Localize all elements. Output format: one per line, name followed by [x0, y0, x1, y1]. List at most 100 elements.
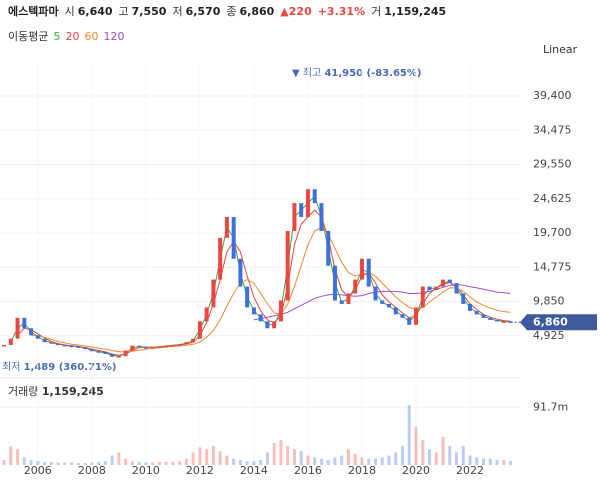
candle	[380, 300, 385, 304]
volume-bar	[117, 452, 121, 465]
candle	[305, 189, 310, 218]
candle	[211, 279, 216, 308]
volume-bar	[400, 446, 404, 465]
candle	[319, 203, 324, 231]
candle	[366, 258, 371, 287]
moving-average-line	[253, 283, 511, 321]
x-tick-label: 2006	[24, 464, 52, 477]
candle	[218, 237, 223, 280]
candle	[488, 317, 493, 320]
candle	[441, 279, 446, 287]
last-price-label: 6,860	[533, 315, 568, 328]
y-tick-label: 34,475	[533, 123, 572, 136]
candle	[56, 343, 61, 346]
candle	[373, 286, 378, 301]
volume-bar	[83, 463, 87, 465]
candle	[191, 338, 196, 343]
candle	[393, 307, 398, 315]
stock-name: 에스텍파마	[8, 4, 59, 18]
volume-bar	[103, 461, 107, 465]
candle	[76, 346, 81, 348]
candle	[69, 345, 74, 348]
quote-label: 시	[65, 5, 75, 18]
volume-bar	[488, 458, 492, 465]
volume-bar	[124, 458, 128, 465]
candle	[224, 217, 229, 238]
volume-bar	[63, 462, 67, 465]
candle	[197, 321, 202, 339]
candle	[245, 286, 250, 308]
volume-bar	[259, 459, 263, 465]
ma-legend-entry: 120	[103, 30, 124, 43]
volume-bar	[387, 455, 391, 465]
x-tick-label: 2012	[186, 464, 214, 477]
volume-bar	[468, 455, 472, 465]
volume-bar	[346, 449, 350, 465]
candle	[62, 344, 67, 347]
candle	[157, 346, 162, 348]
volume-bar	[380, 457, 384, 465]
quote-label: 고	[119, 5, 129, 18]
y-tick-label: 39,400	[533, 89, 572, 102]
volume-bar	[2, 459, 6, 465]
volume-bar	[509, 461, 513, 465]
candle	[272, 321, 277, 329]
quote-value: 7,550	[132, 5, 167, 18]
moving-average-line	[17, 209, 511, 356]
candle	[35, 335, 40, 339]
low-annotation: 최저 1,489 (360.71%)	[2, 361, 116, 373]
volume-bar	[9, 446, 13, 465]
volume-panel-title: 거래량 1,159,245	[8, 385, 104, 398]
candle	[447, 279, 452, 284]
quote-value: 6,860	[240, 5, 275, 18]
candle	[83, 347, 88, 350]
x-tick-label: 2020	[402, 464, 430, 477]
high-value: 41,950 (-83.65%)	[324, 68, 421, 79]
candle	[353, 279, 358, 294]
candle	[265, 321, 270, 329]
ma-legend-entry: 20	[65, 30, 79, 43]
volume-bar	[367, 458, 371, 465]
volume-bar	[475, 457, 479, 465]
candle	[184, 342, 189, 345]
scale-mode[interactable]: Linear	[543, 43, 578, 56]
volume-bar	[184, 458, 188, 465]
volume-bar	[428, 449, 432, 465]
candle	[332, 265, 337, 301]
candle	[204, 307, 209, 322]
volume-bar	[245, 461, 249, 465]
volume-bar	[22, 457, 26, 465]
candle	[231, 217, 236, 259]
volume-bar	[157, 461, 161, 465]
high-label: ▼ 최고	[292, 67, 321, 79]
volume-bar	[232, 458, 236, 465]
volume-panel-value: 1,159,245	[42, 385, 104, 398]
volume-bar	[36, 461, 40, 465]
quote-label: 저	[172, 5, 182, 18]
volume-label: 거	[371, 5, 381, 18]
candle	[258, 314, 263, 322]
moving-average-line	[10, 195, 511, 357]
ma-legend-title: 이동평균	[8, 30, 48, 43]
volume-panel-label: 거래량	[8, 385, 38, 398]
volume-bar	[198, 447, 202, 465]
candle	[326, 230, 331, 266]
candle	[285, 230, 290, 301]
candle	[110, 354, 115, 357]
candle	[400, 314, 405, 318]
volume-bar	[319, 458, 323, 465]
volume-bar	[394, 452, 398, 465]
volume-bar	[252, 461, 256, 465]
candle	[292, 203, 297, 231]
y-tick-label: 14,775	[533, 260, 572, 273]
candle	[414, 307, 418, 325]
low-value: 1,489 (360.71%)	[24, 362, 117, 373]
candle	[170, 344, 175, 347]
volume-bar	[461, 446, 465, 465]
y-tick-label: 9,850	[533, 295, 565, 308]
candle	[501, 321, 506, 323]
high-annotation: ▼ 최고 41,950 (-83.65%)	[292, 67, 421, 79]
volume-bar	[16, 449, 20, 465]
volume-bar	[292, 449, 296, 465]
low-label: 최저	[2, 361, 20, 373]
